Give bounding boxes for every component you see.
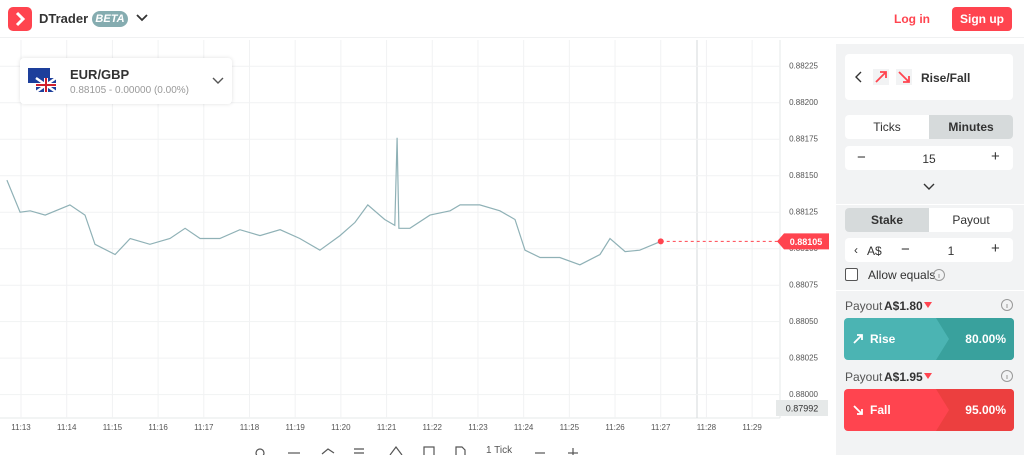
trade-type-icons: [855, 69, 912, 85]
y-tick-label: 0.88225: [789, 61, 818, 70]
amount-input: ‹ A$ − 1 +: [845, 238, 1013, 262]
toolbar: 1 Tick: [250, 445, 590, 456]
payout-caret: [924, 373, 932, 379]
increment[interactable]: +: [991, 148, 1000, 165]
current-price-badge: [777, 233, 829, 250]
trade-type: Rise/Fall: [921, 71, 971, 85]
interval[interactable]: 1 Tick: [486, 445, 513, 456]
trade-type-card[interactable]: Rise/Fall: [845, 54, 1013, 100]
y-tick-label: 0.88125: [789, 207, 818, 216]
payout-label: Payout: [845, 370, 883, 384]
x-tick-label: 11:28: [697, 423, 717, 432]
payout-caret: [924, 302, 932, 308]
header: DTrader BETA Log in Sign up: [0, 0, 1024, 38]
purchase-button[interactable]: Rise 80.00%: [844, 318, 1014, 360]
beta-badge: BETA: [92, 11, 128, 27]
button-shape: [853, 318, 1014, 360]
duration-tab[interactable]: Ticks: [873, 120, 901, 134]
increment[interactable]: +: [991, 240, 1000, 257]
duration-value: 15: [922, 152, 936, 166]
duration-tab[interactable]: Minutes: [929, 115, 1013, 139]
chart: 11:13 11:14 11:15 11:16 11:17 11:18 11:19 11:20…: [0, 40, 829, 432]
info-icon[interactable]: [932, 268, 946, 282]
current-price-label: 0.88105: [790, 237, 823, 247]
y-tick-label: 0.88175: [789, 134, 818, 143]
x-tick-label: 11:22: [423, 423, 443, 432]
toolbar-icons: [255, 446, 466, 455]
amount-tabs: Stake Payout: [845, 208, 1013, 232]
contract-percent: 80.00%: [965, 332, 1006, 346]
x-tick-label: 11:13: [11, 423, 31, 432]
contract-name: Fall: [870, 403, 891, 417]
x-tick-label: 11:23: [468, 423, 488, 432]
logo[interactable]: [8, 7, 32, 31]
y-tick-label: 0.88200: [789, 98, 818, 107]
symbol-quote: 0.88105 - 0.00000 (0.00%): [70, 85, 189, 96]
amount-tab[interactable]: Payout: [952, 213, 990, 227]
payout-label: Payout: [845, 299, 883, 313]
x-tick-label: 11:26: [605, 423, 625, 432]
currency-chevron[interactable]: ‹: [854, 243, 858, 257]
current-price-dot: [657, 238, 664, 245]
divider: [836, 290, 1024, 291]
symbol-name: EUR/GBP: [70, 67, 130, 82]
low-label: 0.87992: [786, 403, 819, 413]
checkbox[interactable]: [845, 268, 858, 281]
low-label-box: [776, 400, 828, 416]
payout-amount: A$1.95: [884, 370, 923, 384]
amount-tab[interactable]: Stake: [845, 208, 929, 232]
duration-input: − 15 +: [845, 146, 1013, 170]
menu-chevron[interactable]: [135, 12, 149, 24]
sidebar: Rise/Fall Ticks Minutes − 15 + Stake Pay…: [836, 44, 1024, 455]
button-shape: [853, 389, 1014, 431]
x-tick-label: 11:29: [742, 423, 762, 432]
currency: A$: [867, 244, 882, 258]
contract-name: Rise: [870, 332, 896, 346]
x-tick-label: 11:18: [240, 423, 260, 432]
x-tick-label: 11:17: [194, 423, 214, 432]
y-tick-label: 0.88075: [789, 280, 818, 289]
y-tick-label: 0.88000: [789, 390, 818, 399]
x-tick-label: 11:19: [285, 423, 305, 432]
duration-tabs: Ticks Minutes: [845, 115, 1013, 139]
purchase-button[interactable]: Fall 95.00%: [844, 389, 1014, 431]
price-line: [6, 137, 661, 266]
x-tick-label: 11:14: [57, 423, 77, 432]
payout-amount: A$1.80: [884, 299, 923, 313]
symbol-chevron: [212, 77, 224, 84]
x-tick-label: 11:24: [514, 423, 534, 432]
zoom-icons: [535, 448, 578, 455]
flags: [28, 68, 56, 94]
x-tick-label: 11:27: [651, 423, 671, 432]
x-tick-label: 11:21: [377, 423, 397, 432]
contract-percent: 95.00%: [965, 403, 1006, 417]
allow-equals: Allow equals: [868, 268, 936, 282]
x-tick-label: 11:16: [148, 423, 168, 432]
y-tick-label: 0.88050: [789, 317, 818, 326]
x-tick-label: 11:15: [103, 423, 123, 432]
y-tick-label: 0.88150: [789, 171, 818, 180]
x-tick-label: 11:20: [331, 423, 351, 432]
divider: [836, 204, 1024, 205]
decrement[interactable]: −: [857, 149, 866, 166]
info-icon[interactable]: [1000, 298, 1014, 312]
signup-button[interactable]: Sign up: [952, 7, 1012, 31]
expand-chevron[interactable]: [923, 182, 935, 192]
x-tick-label: 11:25: [560, 423, 580, 432]
login[interactable]: Log in: [894, 12, 930, 26]
decrement[interactable]: −: [901, 241, 910, 258]
y-tick-label: 0.88025: [789, 353, 818, 362]
info-icon[interactable]: [1000, 369, 1014, 383]
brand: DTrader: [39, 11, 89, 26]
symbol-card[interactable]: EUR/GBP 0.88105 - 0.00000 (0.00%): [20, 58, 232, 104]
amount-value: 1: [947, 244, 955, 258]
